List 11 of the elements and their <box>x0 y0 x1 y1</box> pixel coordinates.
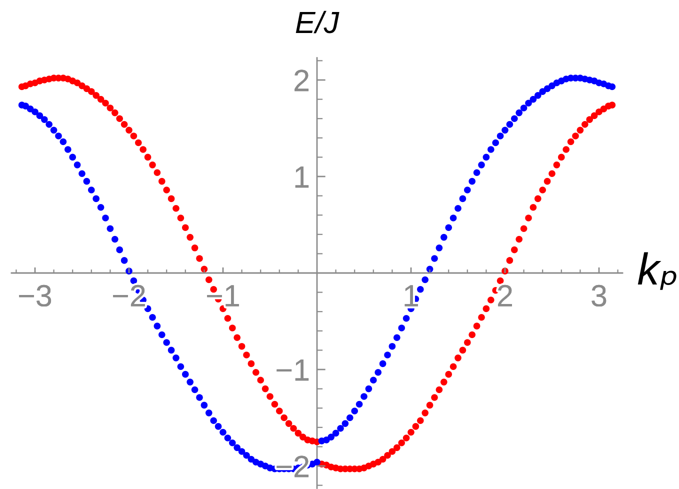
x-tick-label: 2 <box>498 284 512 306</box>
y-axis-title: E/J <box>296 10 340 34</box>
y-tick-label: −1 <box>276 360 309 381</box>
x-tick-label: 3 <box>592 284 606 307</box>
x-axis-title: kₚ <box>638 252 676 290</box>
x-tick-label: −2 <box>113 284 145 306</box>
x-tick-label: 1 <box>404 285 418 306</box>
y-tick-label: 2 <box>294 70 309 92</box>
x-tick-label: −1 <box>207 285 239 306</box>
x-tick-label: −3 <box>19 284 52 307</box>
y-tick-label: 1 <box>295 166 309 188</box>
